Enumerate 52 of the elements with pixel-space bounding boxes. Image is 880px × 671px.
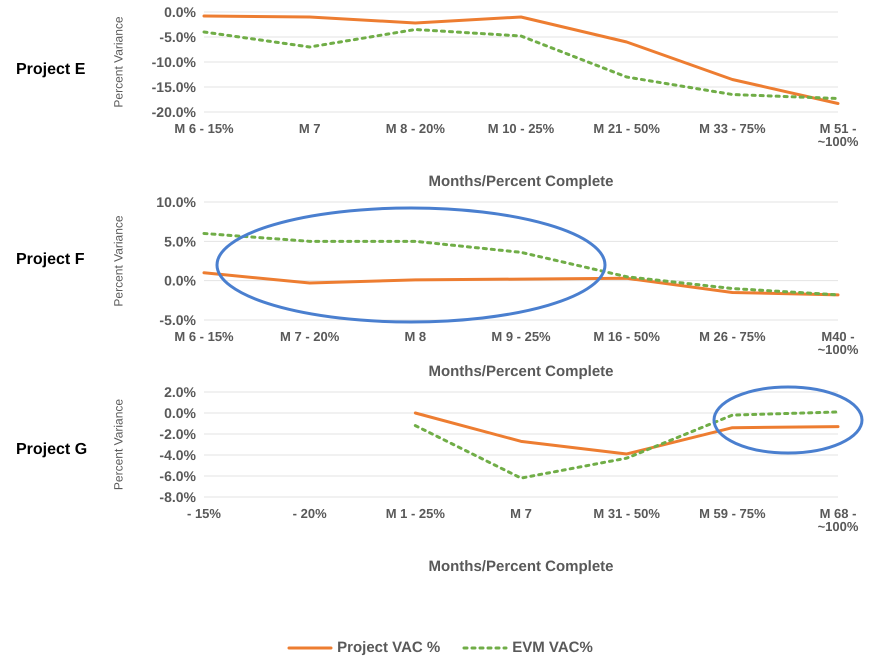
x-tick-label: M 59 - 75% bbox=[699, 506, 766, 522]
y-tick-label: -5.0% bbox=[159, 312, 197, 328]
x-tick-label: M 7 bbox=[298, 121, 321, 136]
legend-label: EVM VAC% bbox=[511, 639, 593, 656]
text: Project F bbox=[15, 250, 86, 270]
x-axis-title: Months/Percent Complete bbox=[428, 558, 614, 575]
y-tick-label: -2.0% bbox=[159, 426, 197, 442]
legend-label: Project VAC % bbox=[336, 639, 440, 656]
text: Project G bbox=[15, 440, 88, 460]
x-tick-label: - 20% bbox=[292, 506, 328, 522]
x-tick-label: M 51 - ~100% bbox=[818, 121, 859, 150]
x-axis-title: Months/Percent Complete bbox=[428, 363, 614, 380]
y-tick-label: -10.0% bbox=[152, 54, 197, 70]
y-tick-label: -20.0% bbox=[152, 104, 197, 120]
line-series bbox=[414, 410, 840, 480]
y-tick-label: -6.0% bbox=[159, 468, 197, 484]
x-tick-label: M 8 - 20% bbox=[386, 121, 446, 136]
y-tick-label: -4.0% bbox=[159, 446, 197, 463]
text: Project E bbox=[15, 60, 86, 80]
y-tick-label: 5.0% bbox=[164, 233, 197, 250]
y-axis-title: Percent Variance bbox=[111, 16, 126, 108]
y-tick-label: 0.0% bbox=[164, 404, 197, 421]
x-tick-label: M 16 - 50% bbox=[593, 329, 660, 344]
y-tick-label: 10.0% bbox=[156, 194, 197, 210]
x-tick-label: - 15% bbox=[187, 506, 222, 522]
x-tick-label: M 1 - 25% bbox=[386, 506, 446, 522]
line-series bbox=[202, 271, 840, 296]
line-series bbox=[414, 412, 840, 456]
x-tick-label: M40 - ~100% bbox=[818, 329, 859, 358]
x-axis-title: Months/Percent Complete bbox=[428, 173, 614, 190]
line-series bbox=[202, 28, 840, 100]
y-tick-label: 0.0% bbox=[164, 272, 197, 289]
x-tick-label: M 9 - 25% bbox=[491, 329, 552, 344]
x-tick-label: M 8 bbox=[404, 329, 426, 344]
line-series bbox=[202, 14, 840, 105]
y-axis-title: Percent Variance bbox=[111, 215, 126, 307]
x-tick-label: M 68 - ~100% bbox=[818, 506, 859, 534]
x-tick-label: M 31 - 50% bbox=[593, 506, 660, 522]
x-tick-label: M 6 - 15% bbox=[174, 121, 234, 136]
y-tick-label: -5.0% bbox=[159, 28, 197, 45]
x-tick-label: M 26 - 75% bbox=[699, 329, 766, 344]
x-tick-label: M 6 - 15% bbox=[174, 329, 234, 344]
x-tick-label: M 7 bbox=[510, 506, 532, 522]
y-tick-label: -15.0% bbox=[152, 78, 197, 95]
y-tick-label: 2.0% bbox=[164, 384, 197, 400]
x-tick-label: M 33 - 75% bbox=[699, 121, 766, 136]
x-tick-label: M 10 - 25% bbox=[488, 121, 555, 136]
y-tick-label: -8.0% bbox=[159, 488, 197, 505]
y-axis-title: Percent Variance bbox=[111, 398, 126, 490]
x-tick-label: M 21 - 50% bbox=[593, 121, 660, 136]
x-tick-label: M 7 - 20% bbox=[280, 329, 340, 344]
y-tick-label: 0.0% bbox=[164, 4, 197, 20]
